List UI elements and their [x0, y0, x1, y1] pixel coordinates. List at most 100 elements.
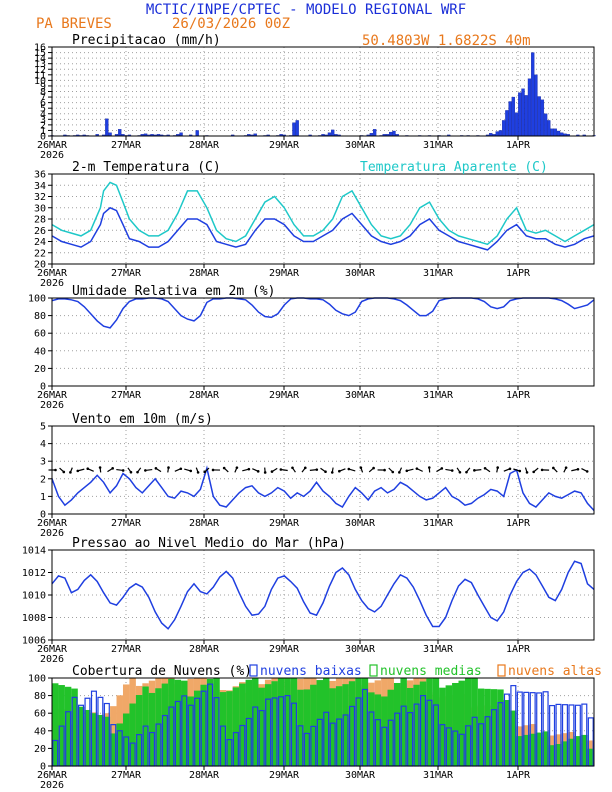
wind-arrow-head — [440, 467, 444, 470]
year-label: 2026 — [40, 150, 64, 161]
legend-label: nuvens baixas — [260, 664, 362, 679]
header-location: PA BREVES — [36, 16, 112, 32]
precip-bar — [295, 120, 299, 137]
wind-arrow-head — [552, 466, 555, 470]
cloud-bar-medias — [97, 714, 104, 766]
y-tick-label: 1006 — [22, 636, 46, 647]
cloud-bar-medias — [245, 679, 253, 766]
series-line-blue — [51, 297, 595, 329]
precip-bar — [534, 74, 538, 137]
cloud-bar-medias — [497, 689, 504, 766]
y-tick-label: 60 — [34, 709, 46, 720]
wind-arrow-head — [383, 468, 386, 472]
cloud-bar-medias — [445, 685, 453, 766]
wind-arrow-head — [372, 466, 375, 470]
cloud-bar-medias — [368, 692, 375, 766]
precip-bar — [524, 95, 528, 137]
y-tick-label: 8 — [40, 87, 46, 98]
y-tick-label: 16 — [34, 43, 46, 54]
cloud-bar-medias — [374, 694, 382, 766]
cloud-bar-medias — [335, 686, 343, 766]
y-tick-label: 10 — [34, 76, 46, 87]
cloud-bar-medias — [148, 692, 156, 766]
y-tick-label: 4 — [40, 439, 46, 450]
cloud-bar-medias — [310, 684, 317, 766]
y-tick-label: 30 — [34, 203, 46, 214]
x-tick-label: 31MAR — [423, 268, 454, 279]
x-tick-label: 31MAR — [423, 390, 454, 401]
wind-arrow-head — [263, 471, 267, 474]
y-tick-label: 14 — [34, 54, 46, 65]
y-tick-label: 32 — [34, 192, 46, 203]
wind-arrow-head — [525, 471, 529, 474]
cloud-bar-medias — [103, 716, 111, 766]
wind-arrow-head — [111, 467, 114, 470]
wind-arrow-head — [291, 466, 294, 470]
x-tick-label: 1APR — [506, 770, 531, 781]
x-tick-label: 27MAR — [111, 268, 142, 279]
wind-arrow-head — [359, 466, 363, 469]
x-tick-label: 1APR — [506, 390, 531, 401]
y-tick-label: 36 — [34, 170, 46, 181]
y-tick-label: 12 — [34, 65, 46, 76]
y-tick-label: 1 — [40, 492, 46, 503]
year-label: 2026 — [40, 278, 64, 289]
wind-arrow-head — [315, 468, 319, 471]
wind-arrow-head — [427, 466, 431, 469]
y-tick-label: 2 — [40, 474, 46, 485]
cloud-bar-medias — [523, 734, 530, 766]
precip-bar — [547, 120, 551, 137]
x-tick-label: 28MAR — [189, 140, 220, 151]
cloud-bar-medias — [587, 748, 594, 766]
panel-title: Vento em 10m (m/s) — [72, 412, 213, 427]
cloud-bar-medias — [161, 683, 169, 766]
panel-title: Pressao ao Nivel Medio do Mar (hPa) — [72, 536, 346, 551]
wind-arrow-head — [508, 467, 512, 471]
cloud-bar-medias — [297, 689, 304, 766]
panel-title: Precipitacao (mm/h) — [72, 33, 221, 48]
plot-frame — [51, 425, 595, 515]
y-tick-label: 4 — [40, 109, 46, 120]
precip-bar — [327, 132, 332, 137]
cloud-bar-medias — [413, 684, 420, 766]
x-tick-label: 1APR — [506, 268, 531, 279]
precip-bar — [511, 96, 515, 137]
precip-bar — [527, 78, 532, 137]
y-tick-label: 0 — [40, 762, 46, 773]
cloud-bar-medias — [226, 691, 233, 766]
y-tick-label: 0 — [40, 132, 46, 143]
y-tick-label: 0 — [40, 382, 46, 393]
wind-arrow-head — [256, 470, 260, 473]
cloud-bar-medias — [555, 744, 562, 766]
y-tick-label: 1008 — [22, 613, 46, 624]
y-tick-label: 100 — [28, 674, 46, 685]
cloud-bar-medias — [329, 688, 336, 766]
precip-bar — [105, 118, 109, 137]
y-tick-label: 28 — [34, 215, 46, 226]
y-tick-label: 7 — [40, 93, 46, 104]
wind-arrow-head — [303, 466, 307, 470]
x-tick-label: 29MAR — [269, 644, 300, 655]
y-tick-label: 9 — [40, 81, 46, 92]
x-tick-label: 27MAR — [111, 140, 142, 151]
cloud-bar-medias — [464, 678, 472, 766]
cloud-bar-medias — [303, 689, 311, 766]
cloud-bar-medias — [581, 734, 588, 766]
x-tick-label: 28MAR — [189, 770, 220, 781]
y-tick-label: 22 — [34, 248, 46, 259]
precip-bar — [498, 130, 503, 137]
y-tick-label: 13 — [34, 59, 46, 70]
precip-bar — [553, 128, 557, 137]
y-tick-label: 20 — [34, 364, 46, 375]
precip-bar — [118, 129, 122, 137]
x-tick-label: 28MAR — [189, 644, 220, 655]
wind-arrow-head — [62, 470, 66, 474]
y-tick-label: 6 — [40, 98, 46, 109]
precip-bar — [505, 110, 509, 137]
wind-arrow-head — [129, 470, 133, 474]
header-run: 26/03/2026 00Z — [172, 16, 290, 32]
cloud-bar-medias — [174, 679, 182, 766]
wind-arrow-head — [458, 470, 462, 474]
